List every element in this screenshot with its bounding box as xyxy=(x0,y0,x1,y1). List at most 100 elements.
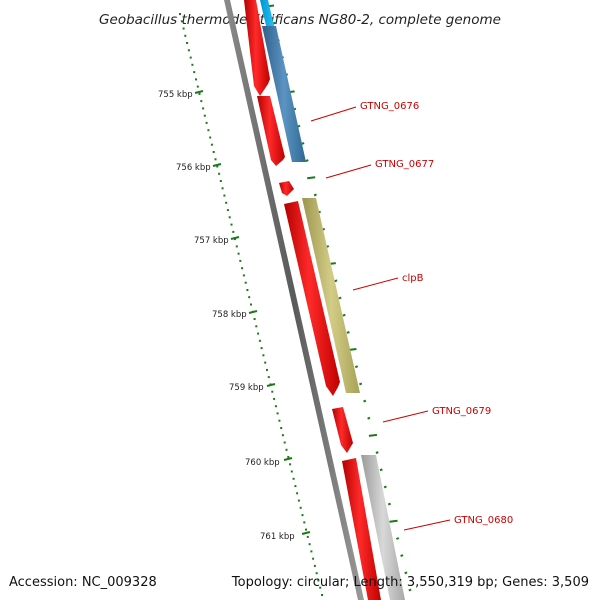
ruler-label-759: 759 kbp xyxy=(229,383,264,393)
ruler-minor-tick-5 xyxy=(187,49,190,52)
cds-GTNG_0677 xyxy=(279,181,294,196)
ruler-minor-tick-14 xyxy=(203,114,206,117)
ruler-minor-tick-33 xyxy=(237,252,240,255)
cds-GTNG_0679 xyxy=(332,407,353,453)
cds-GTNG_0680 xyxy=(342,458,381,600)
ruler-major-tick-1 xyxy=(212,163,222,167)
ruler-minor-tick-35 xyxy=(241,267,244,270)
ruler-minor-tick-24 xyxy=(221,187,224,190)
gene-labels: GTNG_0676 GTNG_0677 clpB GTNG_0679 GTNG_… xyxy=(310,101,513,531)
outer-scale-tick-33 xyxy=(404,571,408,575)
outer-scale-tick-34 xyxy=(408,588,412,592)
ruler-minor-tick-74 xyxy=(310,550,313,553)
ruler-minor-tick-53 xyxy=(273,397,276,400)
outer-scale-tick-29 xyxy=(387,502,391,506)
outer-scale-tick-9 xyxy=(305,159,309,163)
map-title: Geobacillus thermodenitrificans NG80-2, … xyxy=(99,12,501,28)
gene-label-GTNG_0680: GTNG_0680 xyxy=(454,515,513,526)
ruler-minor-tick-2 xyxy=(182,27,185,30)
outer-scale-tick-17 xyxy=(338,296,342,300)
outer-scale-tick-24 xyxy=(367,416,371,420)
ruler-minor-tick-0 xyxy=(179,13,181,15)
ruler-minor-tick-9 xyxy=(195,78,197,81)
ruler-minor-tick-28 xyxy=(228,216,231,219)
ruler-minor-tick-71 xyxy=(305,528,307,531)
ruler-minor-tick-20 xyxy=(214,158,217,161)
ruler-minor-tick-59 xyxy=(283,441,286,444)
feature-clpB xyxy=(302,198,360,393)
ruler-minor-tick-68 xyxy=(299,506,302,509)
outer-scale-tick-27 xyxy=(379,468,383,472)
ruler-minor-tick-31 xyxy=(234,238,236,241)
ruler-minor-tick-6 xyxy=(189,56,192,59)
leader-GTNG_0679 xyxy=(382,410,429,423)
ruler-minor-tick-43 xyxy=(255,325,258,328)
outer-scale-tick-30 xyxy=(389,519,398,523)
outer-scale-tick-16 xyxy=(334,279,338,283)
outer-scale-tick-32 xyxy=(400,554,404,558)
ruler-label-756: 756 kbp xyxy=(176,163,211,173)
ruler-minor-tick-17 xyxy=(209,136,212,139)
cds-track xyxy=(244,0,381,600)
ruler-minor-tick-13 xyxy=(202,107,205,110)
cds-GTNG_0676 xyxy=(257,96,285,166)
ruler-minor-tick-18 xyxy=(210,143,213,146)
leader-GTNG_0676 xyxy=(310,106,357,122)
ruler-minor-tick-48 xyxy=(264,361,267,364)
ruler-major-tick-0 xyxy=(194,90,204,94)
ruler-minor-tick-29 xyxy=(230,223,233,226)
ruler-minor-tick-16 xyxy=(207,129,210,132)
ruler-minor-tick-25 xyxy=(223,194,226,197)
ruler-minor-tick-70 xyxy=(303,521,306,524)
ruler-minor-tick-45 xyxy=(258,339,261,342)
ruler-major-tick-5 xyxy=(283,457,293,461)
ruler-minor-tick-61 xyxy=(287,456,290,458)
ruler-minor-tick-50 xyxy=(267,376,270,379)
ruler-minor-tick-66 xyxy=(296,492,299,495)
ruler-minor-tick-60 xyxy=(285,448,288,451)
ruler-minor-tick-47 xyxy=(262,354,265,357)
feature-track xyxy=(260,0,405,600)
ruler-label-760: 760 kbp xyxy=(245,458,280,468)
ruler-major-tick-3 xyxy=(248,310,258,314)
ruler-minor-tick-23 xyxy=(219,180,222,182)
ruler-minor-tick-65 xyxy=(294,485,297,488)
outer-scale-tick-25 xyxy=(368,433,378,437)
ruler-minor-tick-19 xyxy=(212,151,215,153)
outer-scale-tick-31 xyxy=(396,537,400,540)
ruler-major-tick-4 xyxy=(266,383,276,387)
ruler-minor-tick-4 xyxy=(186,42,189,44)
outer-scale-tick-10 xyxy=(307,176,316,180)
ruler-minor-tick-8 xyxy=(193,71,196,74)
ruler-minor-tick-26 xyxy=(225,201,228,204)
ruler-minor-tick-52 xyxy=(271,390,274,393)
ruler-minor-tick-58 xyxy=(281,434,284,437)
cds-clpB xyxy=(284,201,340,396)
ruler-minor-tick-34 xyxy=(239,259,242,262)
ruler: 755 kbp 756 kbp 757 kbp 758 kbp 759 kbp … xyxy=(158,13,323,596)
ruler-major-tick-2 xyxy=(230,236,240,240)
outer-scale-tick-19 xyxy=(346,330,350,334)
ruler-minor-tick-36 xyxy=(242,274,245,277)
ruler-minor-tick-37 xyxy=(244,281,247,284)
gene-label-GTNG_0676: GTNG_0676 xyxy=(360,101,419,112)
ruler-minor-tick-77 xyxy=(315,572,318,575)
ruler-minor-tick-39 xyxy=(248,296,251,299)
gene-label-GTNG_0679: GTNG_0679 xyxy=(432,406,491,417)
ruler-minor-tick-49 xyxy=(266,368,268,371)
ruler-minor-tick-21 xyxy=(216,165,219,168)
genome-summary-text: Topology: circular; Length: 3,550,319 bp… xyxy=(231,575,589,590)
leader-GTNG_0680 xyxy=(403,519,451,531)
ruler-minor-tick-22 xyxy=(218,172,221,175)
outer-scale-ticks xyxy=(265,4,412,592)
ruler-minor-tick-44 xyxy=(257,332,260,335)
ruler-label-761: 761 kbp xyxy=(260,532,295,542)
ruler-major-ticks xyxy=(194,90,311,535)
ruler-label-755: 755 kbp xyxy=(158,90,193,100)
ruler-minor-tick-78 xyxy=(317,579,320,582)
feature-GTNG_0676 xyxy=(262,26,306,162)
ruler-minor-tick-73 xyxy=(308,543,311,546)
ruler-minor-tick-46 xyxy=(260,347,263,350)
ruler-minor-tick-57 xyxy=(280,427,283,429)
